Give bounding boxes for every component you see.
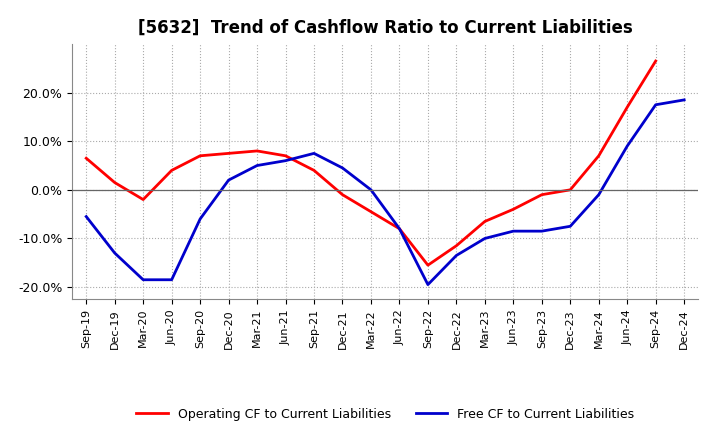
Operating CF to Current Liabilities bbox=[566, 187, 575, 192]
Operating CF to Current Liabilities bbox=[253, 148, 261, 154]
Free CF to Current Liabilities bbox=[82, 214, 91, 219]
Operating CF to Current Liabilities bbox=[366, 209, 375, 214]
Operating CF to Current Liabilities bbox=[82, 156, 91, 161]
Free CF to Current Liabilities bbox=[595, 192, 603, 197]
Operating CF to Current Liabilities bbox=[623, 105, 631, 110]
Operating CF to Current Liabilities bbox=[139, 197, 148, 202]
Free CF to Current Liabilities bbox=[282, 158, 290, 163]
Operating CF to Current Liabilities bbox=[225, 151, 233, 156]
Free CF to Current Liabilities bbox=[167, 277, 176, 282]
Free CF to Current Liabilities bbox=[196, 216, 204, 222]
Free CF to Current Liabilities bbox=[253, 163, 261, 168]
Free CF to Current Liabilities bbox=[480, 236, 489, 241]
Free CF to Current Liabilities bbox=[310, 151, 318, 156]
Title: [5632]  Trend of Cashflow Ratio to Current Liabilities: [5632] Trend of Cashflow Ratio to Curren… bbox=[138, 19, 633, 37]
Free CF to Current Liabilities bbox=[623, 143, 631, 149]
Operating CF to Current Liabilities bbox=[423, 263, 432, 268]
Operating CF to Current Liabilities bbox=[452, 243, 461, 248]
Operating CF to Current Liabilities bbox=[310, 168, 318, 173]
Free CF to Current Liabilities bbox=[110, 250, 119, 256]
Operating CF to Current Liabilities bbox=[595, 153, 603, 158]
Operating CF to Current Liabilities bbox=[338, 192, 347, 197]
Operating CF to Current Liabilities bbox=[480, 219, 489, 224]
Free CF to Current Liabilities bbox=[652, 102, 660, 107]
Free CF to Current Liabilities bbox=[225, 177, 233, 183]
Operating CF to Current Liabilities bbox=[537, 192, 546, 197]
Legend: Operating CF to Current Liabilities, Free CF to Current Liabilities: Operating CF to Current Liabilities, Fre… bbox=[131, 403, 639, 425]
Free CF to Current Liabilities bbox=[366, 187, 375, 192]
Free CF to Current Liabilities bbox=[509, 228, 518, 234]
Operating CF to Current Liabilities bbox=[282, 153, 290, 158]
Operating CF to Current Liabilities bbox=[196, 153, 204, 158]
Operating CF to Current Liabilities bbox=[652, 59, 660, 64]
Line: Free CF to Current Liabilities: Free CF to Current Liabilities bbox=[86, 100, 684, 285]
Operating CF to Current Liabilities bbox=[167, 168, 176, 173]
Operating CF to Current Liabilities bbox=[509, 207, 518, 212]
Operating CF to Current Liabilities bbox=[395, 226, 404, 231]
Line: Operating CF to Current Liabilities: Operating CF to Current Liabilities bbox=[86, 61, 656, 265]
Free CF to Current Liabilities bbox=[395, 226, 404, 231]
Operating CF to Current Liabilities bbox=[110, 180, 119, 185]
Free CF to Current Liabilities bbox=[338, 165, 347, 171]
Free CF to Current Liabilities bbox=[680, 97, 688, 103]
Free CF to Current Liabilities bbox=[537, 228, 546, 234]
Free CF to Current Liabilities bbox=[566, 224, 575, 229]
Free CF to Current Liabilities bbox=[423, 282, 432, 287]
Free CF to Current Liabilities bbox=[452, 253, 461, 258]
Free CF to Current Liabilities bbox=[139, 277, 148, 282]
